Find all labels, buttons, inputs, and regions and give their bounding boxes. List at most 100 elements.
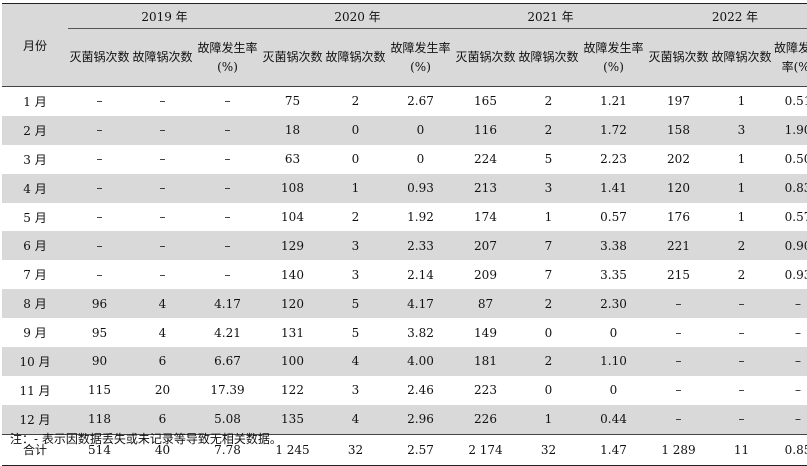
- data-cell: 7: [544, 267, 553, 282]
- data-cell: –: [96, 152, 103, 167]
- data-cell: 1.47: [580, 433, 647, 466]
- data-cell: –: [224, 210, 231, 224]
- data-cell: –: [224, 94, 231, 109]
- month-column-header: 月份: [2, 3, 68, 87]
- data-cell: 6: [131, 404, 194, 435]
- header-row-years: 月份 2019 年 2020 年 2021 年 2022 年: [2, 3, 807, 87]
- data-cell: 120: [261, 289, 324, 319]
- year-header-2022: 2022 年: [647, 3, 807, 29]
- data-cell: 1.92: [407, 210, 434, 224]
- data-cell: 213: [454, 173, 517, 203]
- data-cell: 95: [91, 325, 108, 340]
- fault-count-header: 故障锅次数: [517, 28, 580, 87]
- data-cell: 0.83: [773, 173, 807, 203]
- data-cell: 4: [324, 347, 387, 376]
- table-row: 9 月 95 4 4.21 131 5 3.82 149 0 0 – – –: [2, 318, 807, 347]
- data-cell: 3.38: [580, 231, 647, 261]
- data-cell: –: [159, 267, 166, 282]
- sterilization-count-header: 灭菌锅次数: [454, 28, 517, 87]
- table-header: 月份 2019 年 2020 年 2021 年 2022 年 灭菌锅次数 故障锅次…: [2, 3, 807, 87]
- data-cell: 6: [131, 347, 194, 376]
- sterilization-count-header: 灭菌锅次数: [261, 28, 324, 87]
- data-cell: 2.23: [600, 152, 627, 167]
- data-cell: 7: [517, 231, 580, 261]
- data-cell: –: [68, 231, 131, 261]
- data-cell: –: [159, 152, 166, 167]
- data-cell: 202: [667, 152, 690, 167]
- data-cell: 165: [474, 94, 497, 109]
- month-cell: 7 月: [23, 268, 47, 283]
- data-cell: 2: [737, 267, 746, 282]
- data-cell: 4.00: [387, 347, 454, 376]
- month-cell: 3 月: [23, 152, 47, 167]
- data-cell: 1: [517, 404, 580, 435]
- data-cell: –: [131, 173, 194, 203]
- data-cell: 120: [647, 173, 710, 203]
- data-cell: –: [710, 404, 773, 435]
- data-cell: 0.57: [600, 210, 627, 224]
- data-cell: 176: [667, 210, 690, 224]
- data-cell: 0.44: [580, 404, 647, 435]
- data-cell: 0: [416, 152, 425, 167]
- data-cell: 0.93: [387, 173, 454, 203]
- year-header-2020: 2020 年: [261, 3, 454, 29]
- month-cell: 4 月: [2, 173, 68, 203]
- sterilizer-fault-table: 月份 2019 年 2020 年 2021 年 2022 年 灭菌锅次数 故障锅次…: [2, 3, 807, 466]
- data-cell: 0.57: [784, 210, 807, 224]
- data-cell: 5: [351, 325, 360, 340]
- data-cell: 149: [474, 325, 497, 340]
- data-cell: 1 289: [647, 433, 710, 466]
- sterilization-count-header: 灭菌锅次数: [68, 28, 131, 87]
- year-header-2019: 2019 年: [68, 3, 261, 29]
- data-cell: 223: [474, 383, 497, 398]
- data-cell: 1: [737, 210, 746, 224]
- data-cell: –: [224, 152, 231, 167]
- data-cell: –: [773, 289, 807, 319]
- data-cell: 1.72: [580, 115, 647, 145]
- data-cell: 2.14: [407, 267, 434, 282]
- month-cell: 1 月: [23, 94, 47, 109]
- data-cell: 207: [454, 231, 517, 261]
- data-cell: 5: [544, 152, 553, 167]
- data-cell: 122: [281, 383, 304, 398]
- data-cell: 1.10: [580, 347, 647, 376]
- data-cell: –: [675, 325, 682, 340]
- data-cell: 0.50: [784, 152, 807, 167]
- sterilization-count-header: 灭菌锅次数: [647, 28, 710, 87]
- fault-count-header: 故障锅次数: [710, 28, 773, 87]
- data-cell: –: [710, 347, 773, 376]
- data-cell: 115: [88, 383, 111, 398]
- table-row: 7 月 – – – 140 3 2.14 209 7 3.35 215 2 0.93: [2, 260, 807, 289]
- page: 月份 2019 年 2020 年 2021 年 2022 年 灭菌锅次数 故障锅次…: [2, 3, 807, 466]
- data-cell: 0: [544, 383, 553, 398]
- data-cell: 3.82: [407, 325, 434, 340]
- month-cell: 9 月: [23, 326, 47, 341]
- data-cell: 2: [710, 231, 773, 261]
- data-cell: 131: [281, 325, 304, 340]
- data-cell: 3: [351, 267, 360, 282]
- data-cell: 17.39: [210, 383, 245, 398]
- data-cell: –: [647, 347, 710, 376]
- data-cell: –: [68, 115, 131, 145]
- fault-rate-header: 故障发生率(%): [580, 28, 647, 87]
- fault-count-header: 故障锅次数: [131, 28, 194, 87]
- data-cell: 108: [261, 173, 324, 203]
- data-cell: 224: [474, 152, 497, 167]
- data-cell: 2.57: [387, 433, 454, 466]
- data-cell: 226: [454, 404, 517, 435]
- data-cell: 0: [324, 115, 387, 145]
- data-cell: –: [710, 289, 773, 319]
- data-cell: 129: [261, 231, 324, 261]
- data-cell: 1.90: [773, 115, 807, 145]
- data-cell: 0.85: [773, 433, 807, 466]
- data-cell: 158: [647, 115, 710, 145]
- data-cell: 32: [517, 433, 580, 466]
- data-cell: 100: [261, 347, 324, 376]
- data-cell: 75: [284, 94, 301, 109]
- data-cell: –: [96, 267, 103, 282]
- data-cell: 1: [737, 94, 746, 109]
- data-cell: 4: [324, 404, 387, 435]
